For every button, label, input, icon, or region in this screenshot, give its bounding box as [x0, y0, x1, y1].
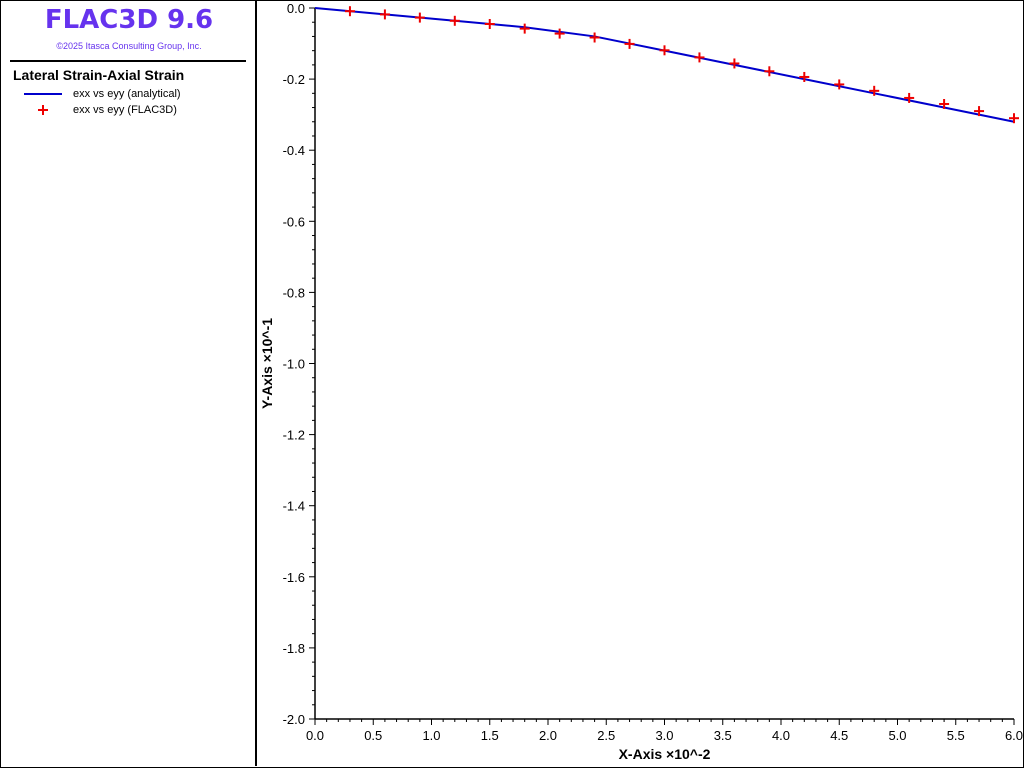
chart-series: [314, 6, 1019, 124]
x-tick-label: 0.0: [306, 728, 324, 743]
series-point-flac3d: [379, 9, 390, 20]
copyright-text: ©2025 Itasca Consulting Group, Inc.: [56, 41, 202, 51]
y-tick-label: -1.4: [283, 499, 305, 514]
y-tick-label: -1.0: [283, 357, 305, 372]
series-point-flac3d: [484, 18, 495, 29]
series-point-flac3d: [694, 52, 705, 63]
x-tick-label: 5.5: [947, 728, 965, 743]
x-tick-label: 3.5: [714, 728, 732, 743]
series-point-flac3d: [904, 92, 915, 103]
series-point-flac3d: [974, 106, 985, 117]
x-tick-label: 2.5: [597, 728, 615, 743]
x-tick-label: 4.0: [772, 728, 790, 743]
legend-item-flac3d: exx vs eyy (FLAC3D): [1, 103, 255, 117]
y-tick-label: -1.2: [283, 428, 305, 443]
legend-panel: FLAC3D 9.6 ©2025 Itasca Consulting Group…: [1, 1, 257, 766]
series-point-flac3d: [519, 23, 530, 34]
x-axis-title: X-Axis ×10^-2: [619, 746, 711, 762]
series-point-flac3d: [624, 38, 635, 49]
legend-cross-swatch: [38, 105, 48, 115]
legend-line-swatch: [24, 93, 62, 95]
x-tick-label: 1.5: [481, 728, 499, 743]
legend-item-analytical: exx vs eyy (analytical): [1, 87, 255, 101]
x-tick-label: 1.0: [422, 728, 440, 743]
legend-divider: [10, 60, 246, 62]
series-point-flac3d: [414, 12, 425, 23]
x-tick-label: 4.5: [830, 728, 848, 743]
series-point-flac3d: [589, 32, 600, 43]
y-axis-title: Y-Axis ×10^-1: [259, 318, 275, 409]
x-tick-label: 5.0: [888, 728, 906, 743]
series-point-flac3d: [449, 15, 460, 26]
x-tick-label: 3.0: [655, 728, 673, 743]
series-line-analytical: [314, 7, 1015, 123]
y-tick-label: -0.4: [283, 143, 305, 158]
series-point-flac3d: [764, 66, 775, 77]
y-tick-label: -1.6: [283, 570, 305, 585]
y-tick-label: -0.6: [283, 214, 305, 229]
legend-label-flac3d: exx vs eyy (FLAC3D): [73, 104, 177, 116]
x-tick-label: 2.0: [539, 728, 557, 743]
y-tick-label: 0.0: [287, 1, 305, 16]
y-tick-label: -0.2: [283, 72, 305, 87]
legend-title: Lateral Strain-Axial Strain: [13, 67, 185, 83]
legend-label-analytical: exx vs eyy (analytical): [73, 88, 181, 100]
x-tick-label: 6.0: [1005, 728, 1023, 743]
series-point-flac3d: [799, 71, 810, 82]
series-point-flac3d: [834, 79, 845, 90]
y-tick-label: -1.8: [283, 641, 305, 656]
y-tick-label: -0.8: [283, 285, 305, 300]
series-point-flac3d: [939, 98, 950, 109]
chart-axes: 0.0 0.5 1.0 1.5 2.0 2.5 3.0 3.5 4.0 4.5 5.0 5.5 6.0 0…: [283, 1, 1023, 743]
series-point-flac3d: [344, 6, 355, 17]
app-title: FLAC3D 9.6: [44, 5, 214, 35]
series-point-flac3d: [869, 85, 880, 96]
y-tick-label: -2.0: [283, 712, 305, 727]
x-tick-label: 0.5: [364, 728, 382, 743]
series-point-flac3d: [659, 45, 670, 56]
series-point-flac3d: [729, 58, 740, 69]
series-point-flac3d: [1009, 113, 1019, 124]
series-point-flac3d: [554, 28, 565, 39]
